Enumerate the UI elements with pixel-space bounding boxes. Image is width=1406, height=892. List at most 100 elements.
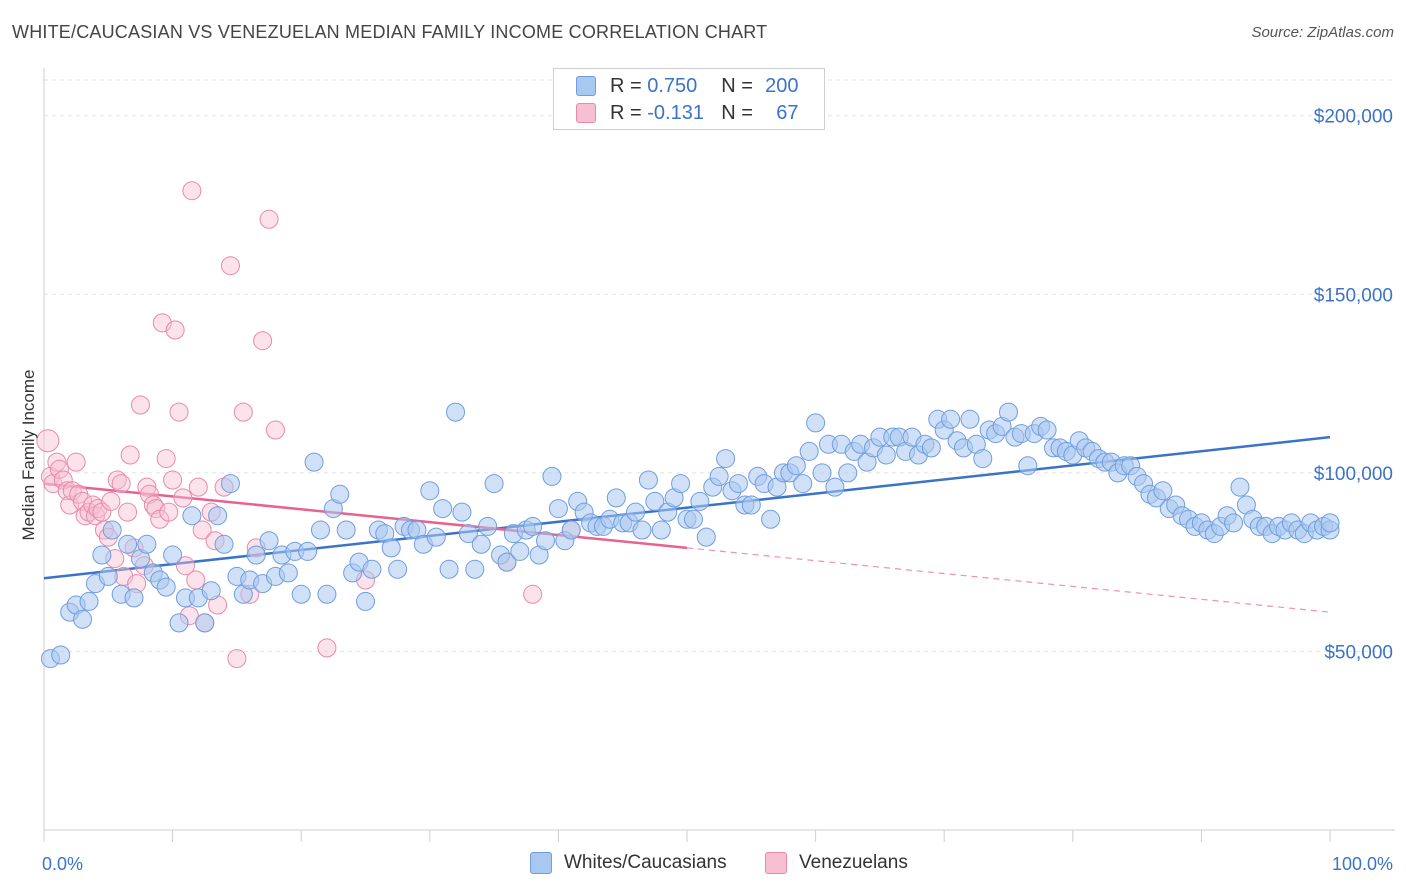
venezuelan-point [120,445,140,465]
white-point [716,449,736,469]
white-point [452,502,472,522]
white-point [941,409,961,429]
white-point [118,534,138,554]
venezuelan-point [233,402,253,422]
white-point [208,506,228,526]
white-point [973,449,993,469]
white-point [310,520,330,540]
venezuelan-point [227,649,247,669]
white-point [259,531,279,551]
white-point [1224,513,1244,533]
correlation-legend: R = 0.750 N = 200 R = -0.131 N = 67 [553,68,825,130]
white-point [163,545,183,565]
trend-line-solid [43,482,688,550]
white-point [1153,481,1173,501]
series-legend: Whites/Caucasians Venezuelans [0,852,1406,878]
white-point [214,534,234,554]
venezuelan-point [57,481,77,501]
white-point [548,499,568,519]
white-point [388,559,408,579]
venezuelan-point [259,209,279,229]
white-point [433,499,453,519]
venezuelan-point [186,570,206,590]
white-point [79,591,99,611]
white-point [645,491,665,511]
white-point [156,577,176,597]
white-point [542,466,562,486]
legend-n-value-venezuelans: 67 [776,101,799,124]
legend-row-venezuelans: R = -0.131 N = 67 [576,100,799,126]
venezuelan-point [118,502,138,522]
legend-r-value-venezuelans: -0.131 [647,101,704,124]
venezuelan-point [49,459,69,479]
white-point [793,474,813,494]
white-points [40,402,1340,669]
venezuelan-point [36,429,60,453]
white-point [1230,477,1250,497]
white-point [195,613,215,633]
white-point [523,516,543,536]
venezuelan-point [165,320,185,340]
white-point [201,581,221,601]
white-point [561,520,581,540]
white-point [291,584,311,604]
white-point [98,566,118,586]
axes [43,68,1395,842]
white-point [696,527,716,547]
series-legend-venezuelans: Venezuelans [765,852,908,874]
white-point [799,441,819,461]
venezuelan-point [159,502,179,522]
white-point [806,413,826,433]
white-point [741,495,761,515]
venezuelan-point [163,470,183,490]
white-point [420,481,440,501]
legend-swatch-venezuelans [576,103,596,123]
white-point [304,452,324,472]
white-point [510,541,530,561]
venezuelan-point [523,584,543,604]
series-label-venezuelans: Venezuelans [799,852,908,873]
venezuelan-point [47,452,67,472]
venezuelan-point [173,488,193,508]
venezuelan-point [146,499,166,519]
white-point [362,559,382,579]
white-point [124,588,144,608]
white-point [92,545,112,565]
series-legend-whites: Whites/Caucasians [530,852,727,874]
axis-labels: $50,000 $100,000 $150,000 $200,000 0.0% 100.0… [19,107,1393,874]
x-tick-label-start: 0.0% [42,854,83,874]
legend-row-whites: R = 0.750 N = 200 [576,73,799,99]
white-point [497,552,517,572]
white-point [137,534,157,554]
venezuelan-point [73,491,93,511]
venezuelan-point [192,520,212,540]
white-point [169,613,189,633]
legend-r-value-whites: 0.750 [647,74,698,97]
white-point [786,456,806,476]
white-point [426,527,446,547]
chart-source: Source: ZipAtlas.com [1251,24,1394,41]
white-point [536,531,556,551]
white-point [728,474,748,494]
white-point [51,645,71,665]
venezuelan-point [107,470,127,490]
venezuelan-point [156,449,176,469]
y-tick-label: $150,000 [1314,285,1393,306]
white-point [278,563,298,583]
white-point [960,409,980,429]
y-axis-label: Median Family Income [19,369,38,540]
white-point [999,402,1018,422]
series-swatch-whites [530,852,552,874]
white-point [220,474,240,494]
white-point [458,524,478,544]
venezuelan-point [62,481,82,501]
white-point [606,488,626,508]
white-point [246,545,266,565]
venezuelan-point [66,452,86,472]
y-tick-label: $50,000 [1324,642,1393,663]
legend-n-label: N = [721,101,753,124]
white-point [638,470,658,490]
legend-n-value-whites: 200 [765,74,799,97]
venezuelan-point [130,395,150,415]
